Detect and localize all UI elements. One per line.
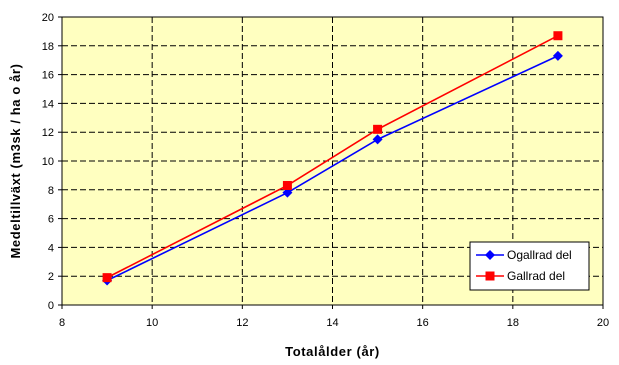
x-tick-label: 16 xyxy=(417,317,429,329)
data-point xyxy=(553,31,563,41)
x-tick-label: 20 xyxy=(597,317,609,329)
legend-box xyxy=(469,241,590,291)
series-line xyxy=(106,35,559,279)
tick-labels: 0 2 4 6 8 10 12 14 16 18 20 8 10 12 14 16 18 20 xyxy=(42,12,609,329)
legend-label: Gallrad del xyxy=(507,269,565,283)
legend-label: Ogallrad del xyxy=(507,248,572,262)
y-tick-label: 20 xyxy=(42,12,54,24)
y-axis-title: Medeltillväxt (m3sk / ha o år) xyxy=(8,63,23,258)
legend-marker xyxy=(485,271,495,281)
y-tick-label: 12 xyxy=(42,127,54,139)
data-point xyxy=(552,50,563,61)
y-tick-label: 8 xyxy=(48,185,54,197)
x-tick-label: 8 xyxy=(59,317,65,329)
series-group xyxy=(102,31,563,286)
legend: Ogallrad del Gallrad del xyxy=(469,241,590,291)
series-line xyxy=(106,55,559,282)
x-tick-label: 10 xyxy=(146,317,158,329)
x-tick-label: 18 xyxy=(507,317,519,329)
data-point xyxy=(372,134,383,145)
data-point xyxy=(102,273,112,283)
y-tick-label: 10 xyxy=(42,156,54,168)
y-tick-label: 0 xyxy=(48,300,54,312)
grid xyxy=(62,17,603,305)
y-tick-label: 14 xyxy=(42,98,54,110)
legend-marker xyxy=(485,250,495,260)
y-tick-label: 6 xyxy=(48,214,54,226)
x-tick-label: 14 xyxy=(326,317,338,329)
y-tick-label: 4 xyxy=(48,242,54,254)
x-tick-label: 12 xyxy=(236,317,248,329)
y-tick-label: 2 xyxy=(48,271,54,283)
data-point xyxy=(282,187,293,198)
series-square xyxy=(102,31,563,283)
data-point xyxy=(373,124,383,134)
data-point xyxy=(282,180,292,190)
x-axis-title: Totalålder (år) xyxy=(285,344,380,359)
y-tick-label: 18 xyxy=(42,41,54,53)
y-tick-label: 16 xyxy=(42,70,54,82)
